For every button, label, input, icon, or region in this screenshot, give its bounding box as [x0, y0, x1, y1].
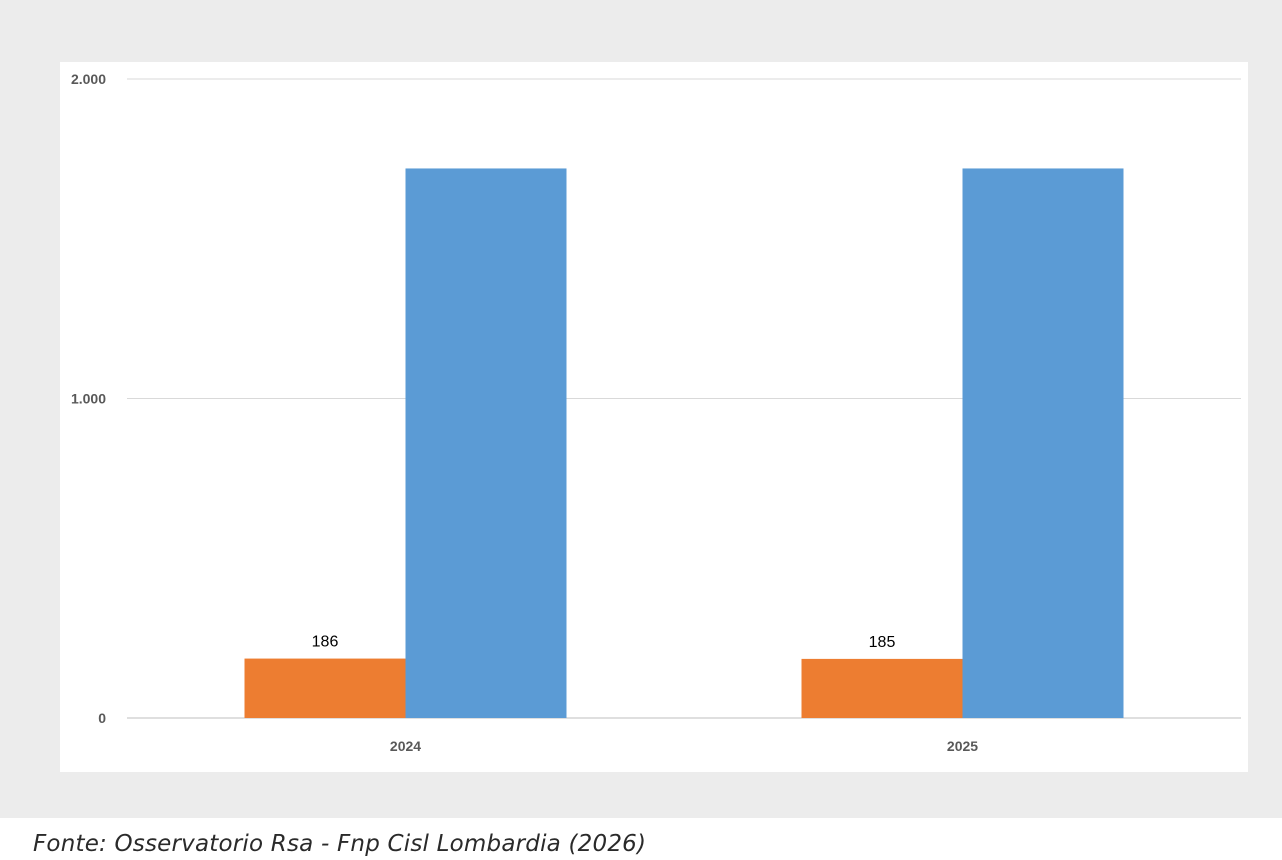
bar-chart: 0 1.000 2.000 186 2024 185 2025 [71, 71, 1241, 754]
x-tick-label: 2025 [947, 738, 978, 754]
y-tick-label: 2.000 [71, 71, 106, 87]
chart-frame: 0 1.000 2.000 186 2024 185 2025 [0, 0, 1282, 818]
y-tick-label: 1.000 [71, 391, 106, 407]
bar [962, 168, 1124, 718]
bar [244, 658, 406, 718]
x-tick-label: 2024 [390, 738, 421, 754]
source-caption: Fonte: Osservatorio Rsa - Fnp Cisl Lomba… [33, 831, 647, 857]
bar [405, 168, 567, 718]
data-label: 185 [869, 634, 896, 651]
bar [801, 658, 963, 718]
data-label: 186 [312, 634, 339, 651]
y-tick-label: 0 [98, 710, 106, 726]
